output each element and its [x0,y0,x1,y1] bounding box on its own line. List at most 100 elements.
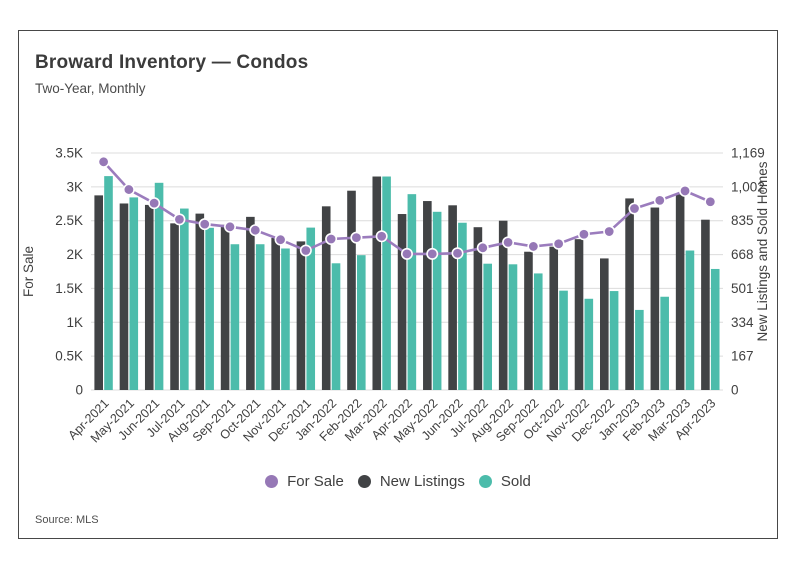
for-sale-point [603,225,616,238]
left-axis-tick: 1K [66,315,83,330]
bar-new-listings [675,194,685,390]
bar-sold [129,197,139,390]
for-sale-point [679,184,692,197]
for-sale-point [249,224,262,237]
for-sale-point [552,237,565,250]
bar-sold [559,290,568,390]
for-sale-point [577,228,590,241]
bar-sold [584,298,594,390]
bar-sold [483,263,492,390]
bar-new-listings [347,190,356,390]
for-sale-point [451,247,464,260]
legend-label: Sold [500,473,531,490]
bar-new-listings [296,241,306,390]
left-axis-tick: 0 [75,383,83,398]
bar-sold [104,176,113,390]
bar-new-listings [195,213,205,390]
bar-new-listings [600,258,609,390]
bar-new-listings [119,203,129,390]
chart-legend: For Sale New Listings Sold [19,473,777,490]
for-sale-point [299,244,312,257]
bar-new-listings [650,207,660,390]
left-axis-tick: 3.5K [55,146,83,161]
bar-sold [432,211,442,390]
left-axis-title: For Sale [21,246,36,297]
bar-sold [154,182,164,390]
bar-sold [685,250,695,390]
for-sale-point [325,232,338,245]
legend-label: For Sale [287,473,344,490]
right-axis-tick: 1,169 [731,146,765,161]
bar-new-listings [271,237,280,390]
bar-sold [255,244,265,390]
left-axis-tick: 2K [66,247,83,262]
chart-card: Broward Inventory — Condos Two-Year, Mon… [18,30,778,539]
legend-label: New Listings [379,473,465,490]
legend-dot [478,475,492,488]
bar-sold [382,176,391,390]
bar-new-listings [144,204,154,390]
for-sale-point [375,230,388,243]
bar-new-listings [574,239,584,390]
bar-new-listings [473,227,483,390]
bar-new-listings [448,205,457,390]
bar-sold [609,291,619,390]
bar-new-listings [701,219,710,390]
bar-new-listings [498,220,508,390]
for-sale-point [502,236,515,249]
left-axis-tick: 1.5K [55,281,83,296]
bar-sold [281,248,290,390]
legend-item-for-sale: For Sale [265,473,344,490]
right-axis-tick: 167 [731,349,754,364]
legend-dot [357,475,371,488]
for-sale-point [224,220,237,233]
legend-item-sold: Sold [478,473,531,490]
for-sale-line [102,160,711,256]
legend-dot [265,475,279,488]
right-axis-tick: 0 [731,383,739,398]
bar-sold [508,264,518,390]
bar-sold [180,208,189,390]
left-axis-tick: 2.5K [55,213,83,228]
right-axis-title: New Listings and Sold Homes [755,161,770,341]
bar-sold [331,263,341,390]
page-title: Broward Inventory — Condos [35,52,309,73]
for-sale-point [476,241,489,254]
for-sale-point [97,155,110,168]
bar-sold [407,194,417,390]
right-axis-tick: 835 [731,213,754,228]
left-axis-tick: 0.5K [55,349,83,364]
bar-new-listings [423,201,432,390]
bar-new-listings [246,216,255,390]
for-sale-point [122,183,135,196]
right-axis-tick: 1,002 [731,179,765,194]
right-axis-tick: 668 [731,247,754,262]
for-sale-point [350,231,363,244]
for-sale-point [653,194,666,207]
left-axis-tick: 3K [66,179,83,194]
bar-new-listings [94,195,103,390]
bar-sold [458,222,467,390]
bar-new-listings [549,246,559,390]
right-axis-tick: 501 [731,281,754,296]
inventory-chart: 0 0 0.5K 167 1K 334 1.5K 501 2K 668 2.5K 835 3K 1,002… [21,146,770,446]
bar-sold [230,244,240,390]
bar-sold [660,296,669,390]
for-sale-point [148,197,161,210]
bar-sold [357,255,366,390]
bar-sold [533,273,543,390]
bar-sold [205,227,214,390]
for-sale-point [527,240,540,253]
bar-new-listings [372,176,382,390]
bar-new-listings [170,223,179,390]
bar-sold [306,227,316,390]
for-sale-point [704,195,717,208]
legend-item-new-listings: New Listings [357,473,465,490]
bar-new-listings [397,214,407,390]
bar-new-listings [625,198,634,390]
for-sale-point [400,247,413,260]
for-sale-point [274,233,287,246]
bar-new-listings [220,224,230,390]
right-axis-tick: 334 [731,315,754,330]
bar-sold [635,309,644,390]
